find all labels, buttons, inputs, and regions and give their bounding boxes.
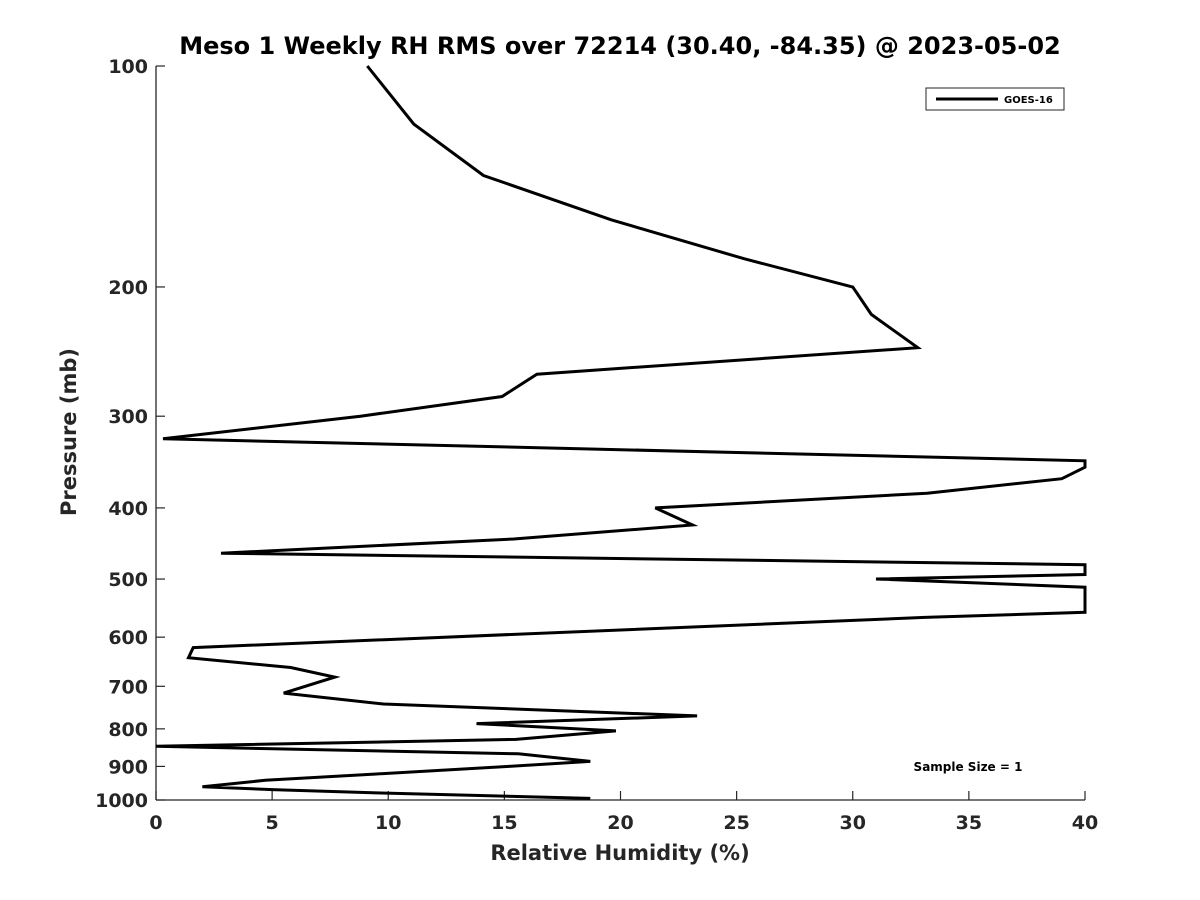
series-layer [155,65,1087,800]
x-tick-label: 40 [1072,812,1098,834]
y-tick-label: 400 [108,498,148,520]
series-line-goes-16 [155,65,1087,800]
x-tick-label: 30 [840,812,866,834]
y-tick-label: 800 [108,719,148,741]
x-tick-label: 10 [375,812,401,834]
y-tick-label: 100 [108,56,148,78]
y-tick-label: 200 [108,277,148,299]
y-tick-label: 700 [108,676,148,698]
x-axis-label: Relative Humidity (%) [490,841,749,865]
y-tick-label: 900 [108,756,148,778]
legend: GOES-16 [925,87,1065,111]
legend-entry-goes-16: GOES-16 [1004,95,1053,106]
x-tick-label: 20 [607,812,633,834]
x-tick-label: 25 [723,812,749,834]
sample-size-annotation: Sample Size = 1 [914,760,1023,774]
y-tick-label: 500 [108,569,148,591]
y-tick-label: 300 [108,406,148,428]
chart-title: Meso 1 Weekly RH RMS over 72214 (30.40, … [179,32,1061,60]
x-tick-label: 5 [266,812,279,834]
y-axis-ticks: 100 200 300 400 500 600 700 800 900 1000 [95,56,165,812]
x-tick-label: 15 [491,812,517,834]
x-axis-ticks: 0 5 10 15 20 25 30 35 40 [149,791,1098,834]
y-tick-label: 600 [108,627,148,649]
y-axis-label: Pressure (mb) [57,348,81,516]
x-tick-label: 0 [149,812,162,834]
x-tick-label: 35 [956,812,982,834]
y-tick-label: 1000 [95,790,148,812]
